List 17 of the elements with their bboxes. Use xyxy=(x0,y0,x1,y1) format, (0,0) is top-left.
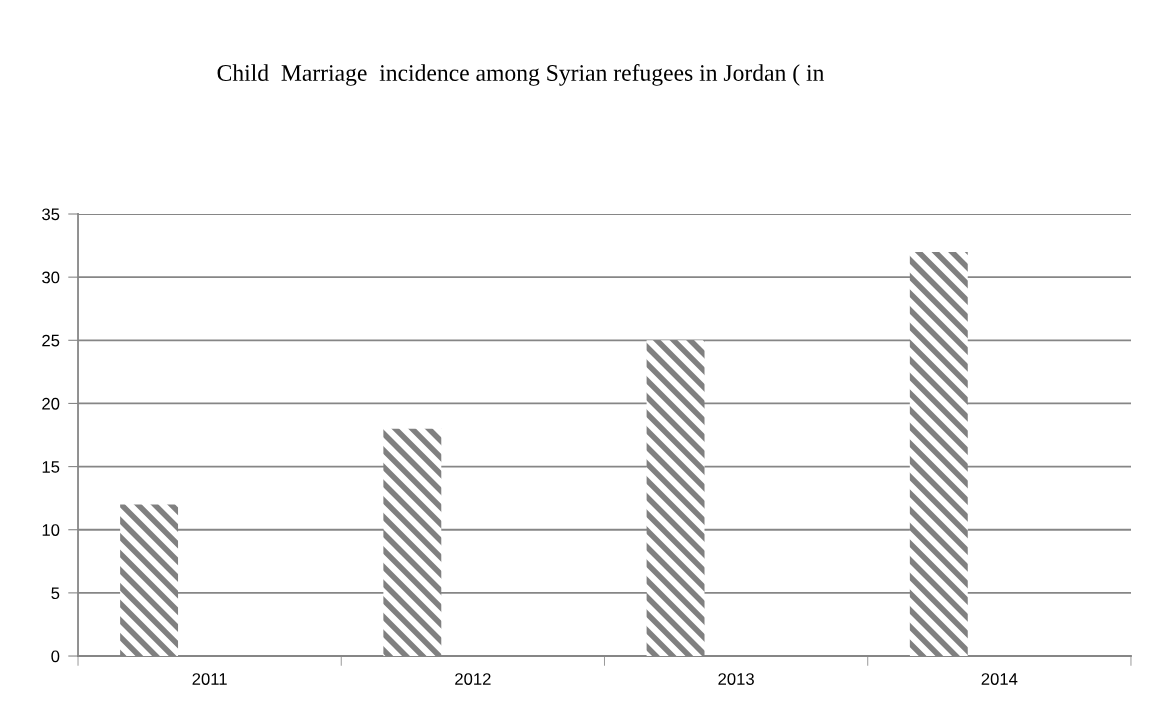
bar xyxy=(646,340,705,657)
x-tick-label: 2011 xyxy=(192,673,227,685)
y-tick-label: 0 xyxy=(51,650,60,663)
bar xyxy=(120,504,179,657)
y-tick-label: 5 xyxy=(51,587,60,600)
y-tick-label: 10 xyxy=(42,524,60,536)
y-tick-label: 35 xyxy=(42,208,60,221)
bar xyxy=(909,251,968,657)
bar xyxy=(383,428,442,657)
y-tick-label: 15 xyxy=(42,461,60,473)
x-tick-label: 2012 xyxy=(455,673,491,685)
y-tick-label: 30 xyxy=(42,271,60,284)
chart-title: Child Marriage incidence among Syrian refugees in Jordan ( in xyxy=(217,64,825,86)
y-tick-label: 20 xyxy=(42,397,60,410)
y-tick-label: 25 xyxy=(42,334,60,347)
x-tick-label: 2014 xyxy=(981,673,1018,685)
x-tick-label: 2013 xyxy=(718,673,754,685)
